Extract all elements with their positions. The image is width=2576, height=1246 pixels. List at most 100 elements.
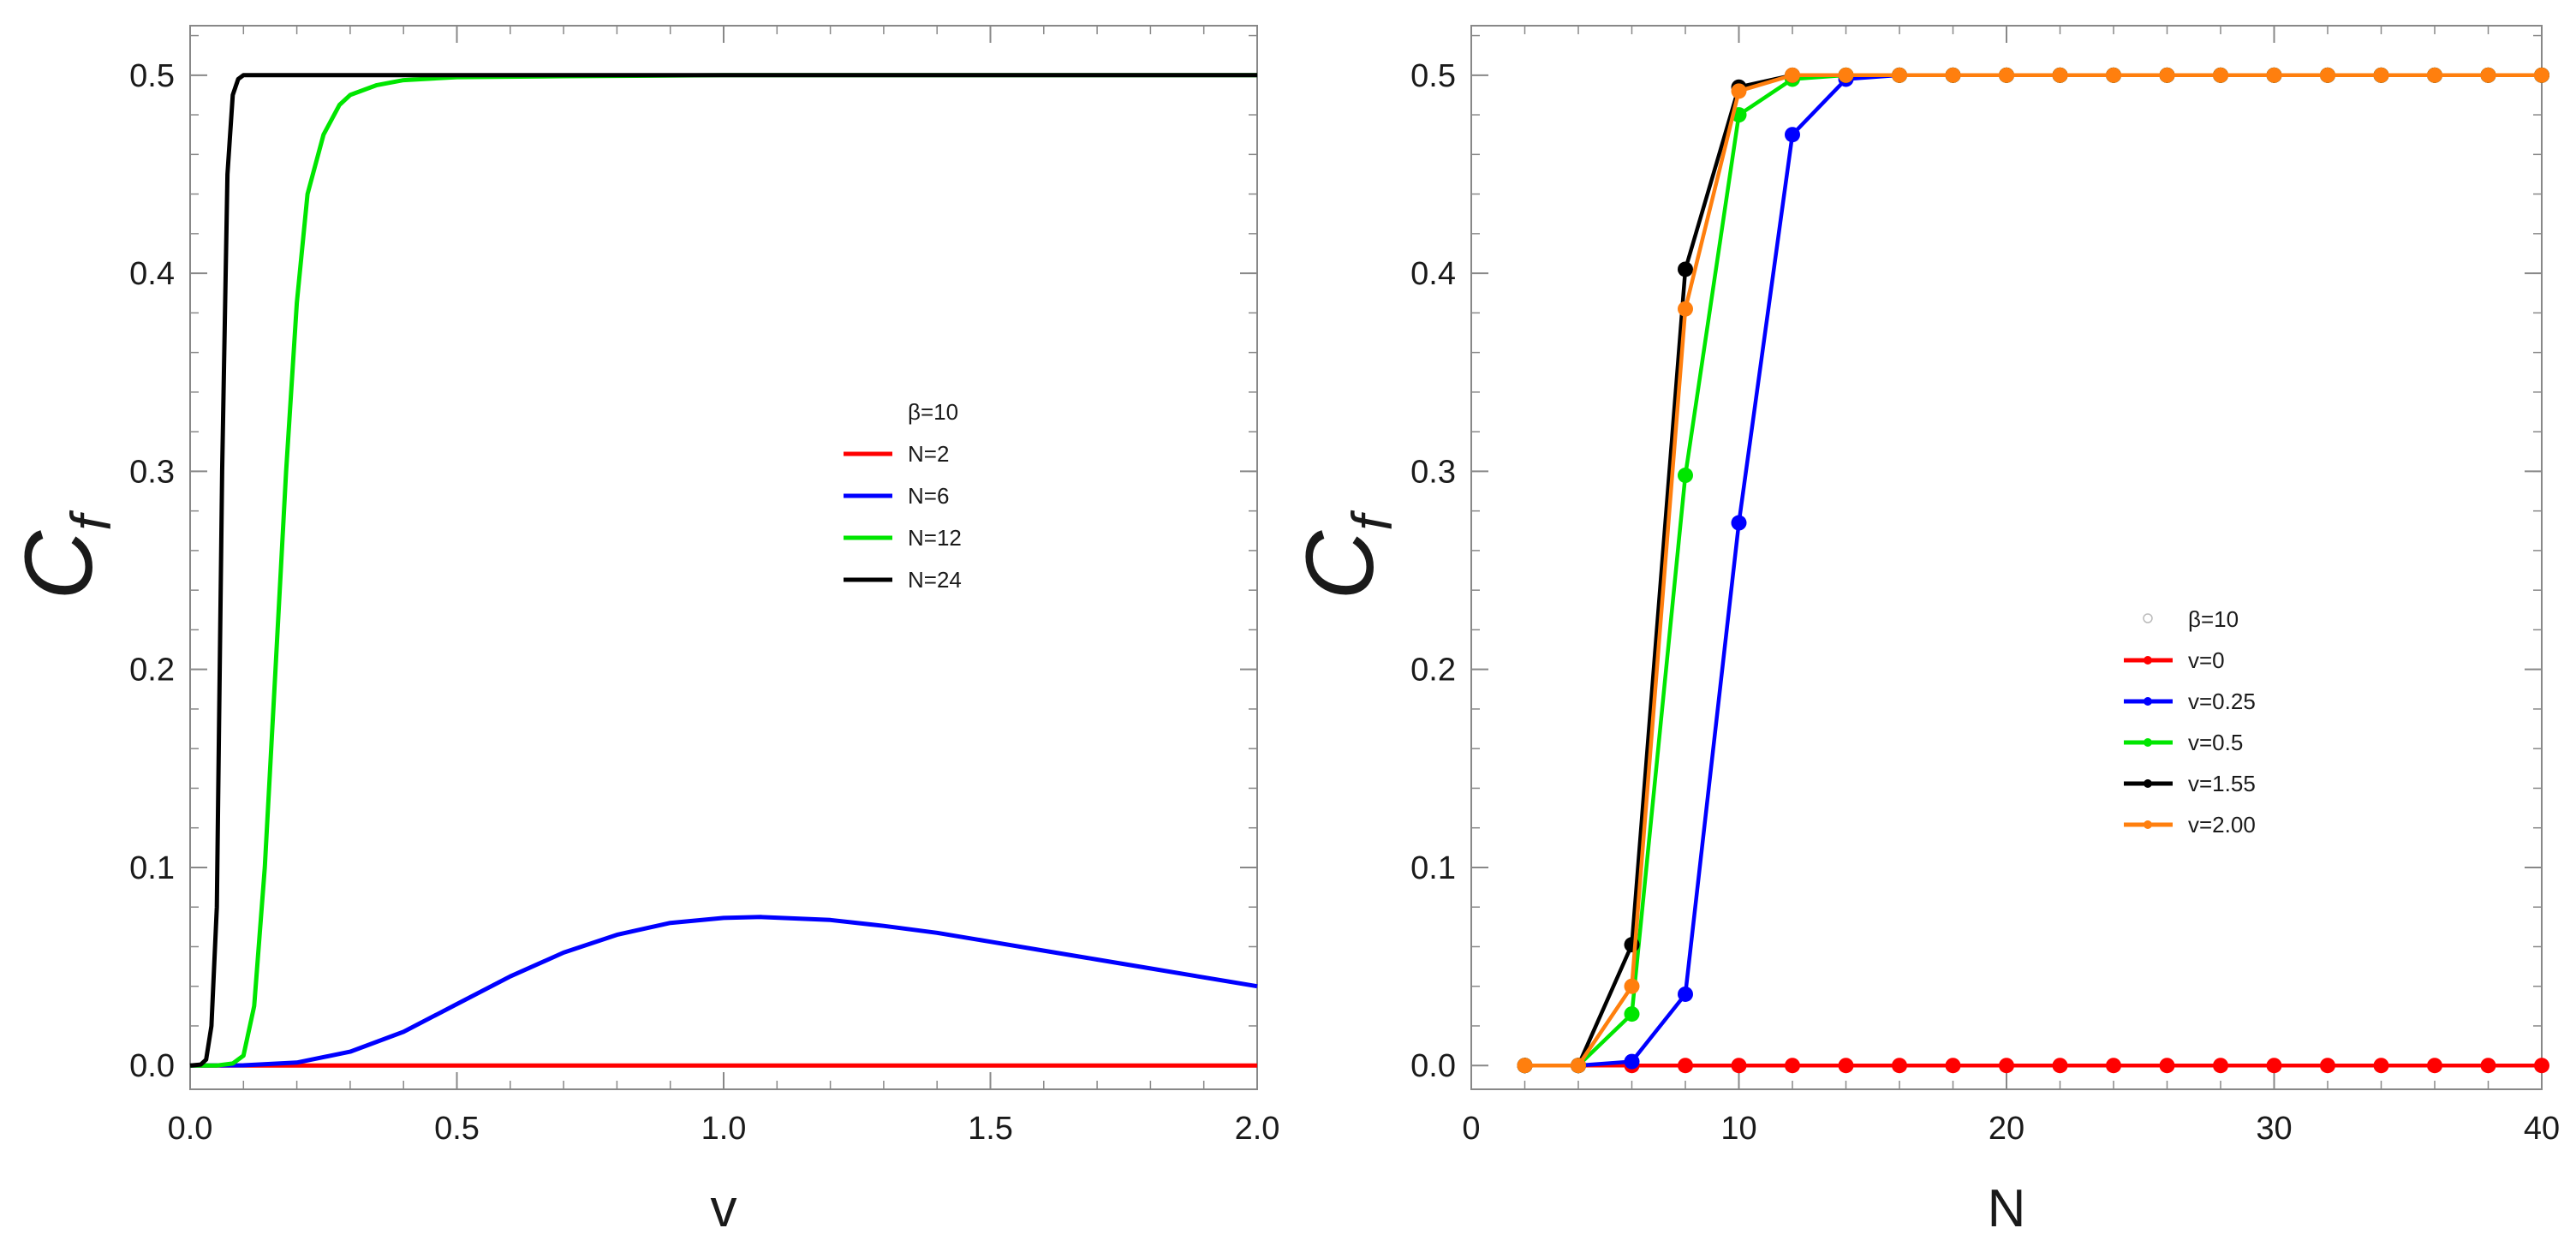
y-tick-label: 0.0 <box>129 1048 175 1084</box>
y-tick-label: 0.0 <box>1410 1048 1456 1084</box>
data-point-v=2.00 <box>1678 301 1693 317</box>
data-point-v=2.00 <box>2373 67 2389 83</box>
legend-marker <box>2144 656 2152 665</box>
series-line-N=6 <box>189 915 1258 1068</box>
data-point-v=0 <box>1945 1058 1961 1074</box>
y-axis-label: Cf <box>1286 510 1404 600</box>
data-point-v=0 <box>2480 1058 2496 1074</box>
legend-label: v=0.25 <box>2188 689 2256 714</box>
data-point-v=2.00 <box>2159 67 2175 83</box>
y-tick-label: 0.4 <box>1410 256 1456 292</box>
y-axis-label-subscript: f <box>1340 510 1404 531</box>
y-axis-label: Cf <box>5 510 122 600</box>
data-point-v=2.00 <box>1945 67 1961 83</box>
x-tick-label: 20 <box>1989 1111 2024 1147</box>
legend-marker <box>2144 779 2152 788</box>
legend-title: β=10 <box>908 399 958 425</box>
data-point-v=0 <box>2320 1058 2335 1074</box>
plot-frame <box>189 25 1258 1090</box>
x-axis-label: v <box>711 1179 737 1238</box>
data-point-v=1.55 <box>1678 261 1693 277</box>
legend-label: v=2.00 <box>2188 812 2256 838</box>
data-point-v=2.00 <box>1999 67 2014 83</box>
data-point-v=2.00 <box>1571 1058 1586 1074</box>
data-point-v=0.25 <box>1785 127 1800 143</box>
data-point-v=2.00 <box>2213 67 2228 83</box>
y-axis-label-subscript: f <box>59 510 122 531</box>
data-point-v=0.5 <box>1678 468 1693 484</box>
chart-panel-2: 0 10 20 30 40 0.0 0.1 0.2 0.3 0.4 0.5 N Cf β=10 v=0 v=0… <box>1286 25 2560 1238</box>
x-tick-label: 10 <box>1720 1111 1756 1147</box>
data-point-v=0 <box>1678 1058 1693 1074</box>
y-tick-label: 0.3 <box>1410 454 1456 490</box>
data-point-v=0 <box>2266 1058 2282 1074</box>
x-tick-label: 40 <box>2524 1111 2560 1147</box>
series-line-v=2.00 <box>1524 73 2542 1068</box>
legend-label: N=12 <box>908 525 962 551</box>
data-point-v=0 <box>2534 1058 2549 1074</box>
data-point-v=2.00 <box>1624 978 1640 994</box>
data-point-v=0.25 <box>1624 1053 1640 1070</box>
legend-label: N=2 <box>908 441 949 467</box>
data-point-v=2.00 <box>1731 83 1747 99</box>
x-axis-label: N <box>1988 1179 2026 1238</box>
data-point-v=0.25 <box>1731 515 1747 531</box>
data-point-v=0 <box>2427 1058 2442 1074</box>
x-tick-label: 0 <box>1462 1111 1480 1147</box>
legend-label: v=0 <box>2188 647 2225 673</box>
data-point-v=2.00 <box>2427 67 2442 83</box>
data-point-v=2.00 <box>1838 67 1854 83</box>
x-tick-label: 1.5 <box>968 1111 1013 1147</box>
data-point-v=2.00 <box>2320 67 2335 83</box>
chart-panel-1: 0.0 0.5 1.0 1.5 2.0 0.0 0.1 0.2 0.3 0.4 0.5 v Cf β=10… <box>5 25 1280 1238</box>
x-tick-label: 0.5 <box>434 1111 480 1147</box>
legend-label: N=6 <box>908 483 949 509</box>
data-point-v=0 <box>2106 1058 2121 1074</box>
x-tick-label: 30 <box>2256 1111 2292 1147</box>
data-point-v=2.00 <box>1517 1058 1533 1074</box>
legend: β=10 N=2 N=6 N=12 N=24 <box>844 399 962 593</box>
legend-marker <box>2144 697 2152 706</box>
legend-marker <box>2144 820 2152 829</box>
x-tick-label: 1.0 <box>701 1111 747 1147</box>
y-tick-label: 0.4 <box>129 256 175 292</box>
series-line-N=24 <box>189 73 1257 1068</box>
legend-label: v=0.5 <box>2188 730 2243 755</box>
data-point-v=2.00 <box>2052 67 2068 83</box>
data-point-v=2.00 <box>2106 67 2121 83</box>
data-point-v=0 <box>1999 1058 2014 1074</box>
data-point-v=0 <box>1892 1058 1907 1074</box>
y-tick-label: 0.2 <box>129 653 175 689</box>
y-tick-label: 0.3 <box>129 454 175 490</box>
data-point-v=0 <box>1785 1058 1800 1074</box>
data-point-v=0 <box>2213 1058 2228 1074</box>
data-point-v=0 <box>2159 1058 2175 1074</box>
legend: β=10 v=0 v=0.25 v=0.5 v=1.55 v=2.00 <box>2124 606 2256 838</box>
data-point-v=2.00 <box>2534 67 2549 83</box>
y-tick-label: 0.1 <box>1410 850 1456 886</box>
series-line-v=0.5 <box>1524 73 2542 1068</box>
legend-title-marker <box>2143 613 2153 623</box>
data-point-v=2.00 <box>1785 67 1800 83</box>
y-axis-label-main: C <box>1286 530 1393 600</box>
legend-label: v=1.55 <box>2188 771 2256 796</box>
y-tick-label: 0.2 <box>1410 653 1456 689</box>
data-point-v=0.5 <box>1624 1006 1640 1022</box>
data-point-v=2.00 <box>1892 67 1907 83</box>
y-tick-label: 0.5 <box>129 58 175 94</box>
data-point-v=0 <box>2373 1058 2389 1074</box>
data-point-v=2.00 <box>2266 67 2282 83</box>
y-tick-label: 0.5 <box>1410 58 1456 94</box>
data-point-v=2.00 <box>2480 67 2496 83</box>
data-point-v=0 <box>1731 1058 1747 1074</box>
x-tick-label: 0.0 <box>168 1111 213 1147</box>
y-tick-label: 0.1 <box>129 850 175 886</box>
data-point-v=0 <box>2052 1058 2068 1074</box>
data-point-v=0.25 <box>1678 986 1693 1002</box>
data-point-v=0 <box>1838 1058 1854 1074</box>
y-axis-label-main: C <box>5 530 112 600</box>
legend-label: N=24 <box>908 567 962 593</box>
legend-marker <box>2144 738 2152 747</box>
x-tick-label: 2.0 <box>1235 1111 1280 1147</box>
